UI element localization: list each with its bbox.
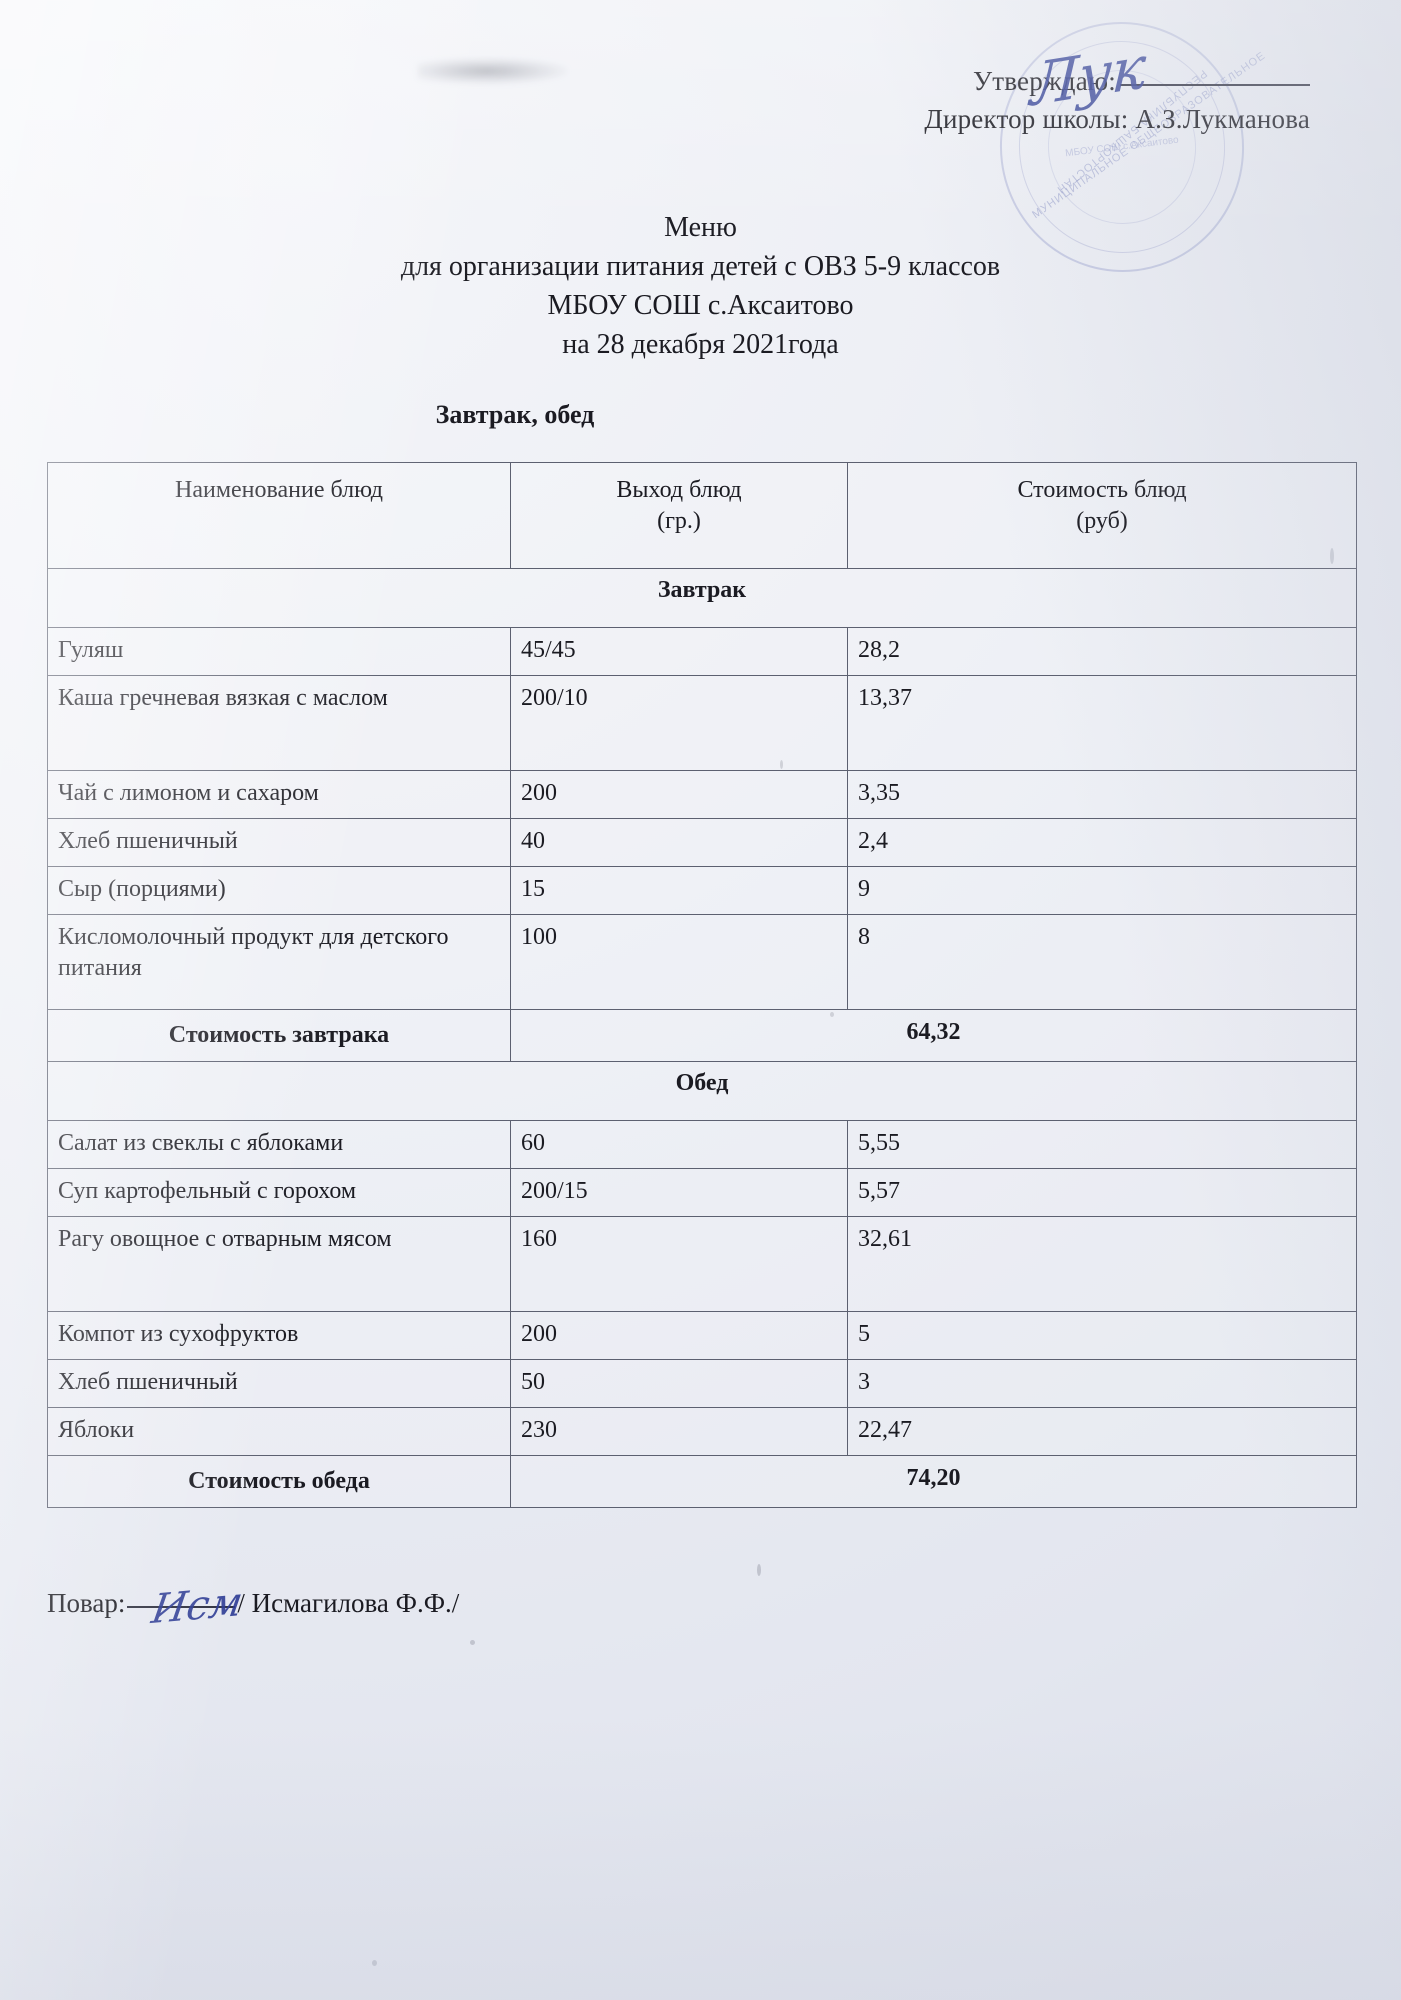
header-cell-output: Выход блюд (гр.): [510, 462, 848, 569]
cook-signature-rule: [127, 1606, 236, 1608]
dish-cost: 2,4: [847, 818, 1357, 867]
title-line-3: МБОУ СОШ с.Аксаитово: [547, 290, 854, 321]
cook-label: Повар:: [47, 1588, 126, 1618]
cook-signature-line: Повар: / Исмагилова Ф.Ф./: [47, 1588, 459, 1619]
table-row: Кисломолочный продукт для детского питан…: [47, 914, 1357, 1010]
dish-name: Рагу овощное с отварным мясом: [47, 1216, 511, 1312]
total-value: 64,32: [510, 1009, 1357, 1062]
dish-cost: 28,2: [847, 627, 1357, 676]
approval-block: Утверждаю: Директор школы: А.З.Лукманова: [0, 62, 1310, 138]
dish-output: 200: [510, 1311, 848, 1360]
total-label: Стоимость завтрака: [47, 1009, 511, 1062]
table-row: Суп картофельный с горохом 200/15 5,57: [47, 1168, 1357, 1217]
dish-cost: 8: [847, 914, 1357, 1010]
dish-cost: 9: [847, 866, 1357, 915]
dish-output: 200/10: [510, 675, 848, 771]
table-row: Хлеб пшеничный 40 2,4: [47, 818, 1357, 867]
header-output-unit: (гр.): [657, 508, 701, 534]
table-header-row: Наименование блюд Выход блюд (гр.) Стоим…: [47, 462, 1357, 569]
header-cost-main: Стоимость блюд: [1017, 477, 1187, 503]
dish-output: 45/45: [510, 627, 848, 676]
dish-name: Суп картофельный с горохом: [47, 1168, 511, 1217]
dish-output: 40: [510, 818, 848, 867]
total-label: Стоимость обеда: [47, 1455, 511, 1508]
dish-output: 100: [510, 914, 848, 1010]
dish-cost: 22,47: [847, 1407, 1357, 1456]
table-row: Салат из свеклы с яблоками 60 5,55: [47, 1120, 1357, 1169]
section-label: Завтрак: [47, 568, 1357, 628]
dish-cost: 5: [847, 1311, 1357, 1360]
header-cost-unit: (руб): [1076, 508, 1128, 534]
dish-output: 200: [510, 770, 848, 819]
dish-name: Чай с лимоном и сахаром: [47, 770, 511, 819]
dish-output: 50: [510, 1359, 848, 1408]
dish-name: Кисломолочный продукт для детского питан…: [47, 914, 511, 1010]
dish-cost: 5,55: [847, 1120, 1357, 1169]
table-row: Яблоки 230 22,47: [47, 1407, 1357, 1456]
dish-name: Гуляш: [47, 627, 511, 676]
dish-name: Салат из свеклы с яблоками: [47, 1120, 511, 1169]
dish-cost: 32,61: [847, 1216, 1357, 1312]
signature-rule: [1120, 84, 1310, 86]
table-row: Компот из сухофруктов 200 5: [47, 1311, 1357, 1360]
total-row: Стоимость обеда 74,20: [47, 1455, 1357, 1508]
dish-name: Сыр (порциями): [47, 866, 511, 915]
dish-name: Хлеб пшеничный: [47, 818, 511, 867]
table-row: Каша гречневая вязкая с маслом 200/10 13,3…: [47, 675, 1357, 771]
menu-table-body: Наименование блюд Выход блюд (гр.) Стоим…: [47, 462, 1357, 1508]
director-label: Директор школы:: [924, 104, 1129, 134]
total-row: Стоимость завтрака 64,32: [47, 1009, 1357, 1062]
document-title: Меню для организации питания детей с ОВЗ…: [0, 208, 1401, 364]
header-output-main: Выход блюд: [616, 477, 742, 503]
dish-output: 230: [510, 1407, 848, 1456]
header-cell-name: Наименование блюд: [47, 462, 511, 569]
dish-name: Яблоки: [47, 1407, 511, 1456]
dish-output: 160: [510, 1216, 848, 1312]
director-name: А.З.Лукманова: [1135, 104, 1310, 134]
meal-heading: Завтрак, обед: [435, 400, 595, 429]
dish-output: 60: [510, 1120, 848, 1169]
dish-name: Каша гречневая вязкая с маслом: [47, 675, 511, 771]
dish-cost: 13,37: [847, 675, 1357, 771]
table-row: Гуляш 45/45 28,2: [47, 627, 1357, 676]
dish-name: Хлеб пшеничный: [47, 1359, 511, 1408]
dish-cost: 3: [847, 1359, 1357, 1408]
dish-output: 15: [510, 866, 848, 915]
approve-label: Утверждаю:: [972, 66, 1116, 96]
table-row: Хлеб пшеничный 50 3: [47, 1359, 1357, 1408]
section-row: Обед: [47, 1061, 1357, 1121]
title-line-2: для организации питания детей с ОВЗ 5-9 …: [400, 251, 1001, 282]
cook-name: / Исмагилова Ф.Ф./: [237, 1588, 460, 1618]
title-line-1: Меню: [664, 212, 737, 243]
header-cell-cost: Стоимость блюд (руб): [847, 462, 1357, 569]
title-line-4: на 28 декабря 2021года: [562, 329, 839, 360]
table-row: Рагу овощное с отварным мясом 160 32,61: [47, 1216, 1357, 1312]
section-row: Завтрак: [47, 568, 1357, 628]
director-line: Директор школы: А.З.Лукманова: [0, 100, 1310, 138]
total-value: 74,20: [510, 1455, 1357, 1508]
dish-cost: 5,57: [847, 1168, 1357, 1217]
dish-output: 200/15: [510, 1168, 848, 1217]
dish-name: Компот из сухофруктов: [47, 1311, 511, 1360]
table-row: Чай с лимоном и сахаром 200 3,35: [47, 770, 1357, 819]
section-label: Обед: [47, 1061, 1357, 1121]
table-row: Сыр (порциями) 15 9: [47, 866, 1357, 915]
approve-line: Утверждаю:: [0, 62, 1310, 100]
dish-cost: 3,35: [847, 770, 1357, 819]
menu-table: Наименование блюд Выход блюд (гр.) Стоим…: [47, 462, 1357, 1508]
